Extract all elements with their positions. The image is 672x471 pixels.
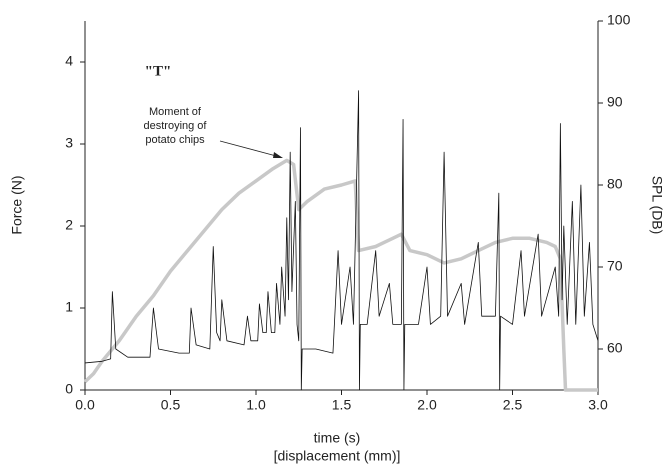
- annotation-line: destroying of: [144, 120, 208, 132]
- y-tick-label: 3: [65, 135, 73, 151]
- x-tick-label: 1.0: [246, 397, 266, 413]
- annotation-arrow: [219, 140, 281, 158]
- y-tick-label: 4: [65, 53, 73, 69]
- force-line: [83, 158, 598, 392]
- x-tick-label: 0.0: [75, 397, 95, 413]
- arrow-head: [273, 152, 283, 158]
- x-tick-label: 0.5: [161, 397, 181, 413]
- y2-tick-label: 90: [607, 94, 623, 110]
- x-tick-label: 3.0: [588, 397, 608, 413]
- x-tick-label: 2.5: [503, 397, 523, 413]
- x-tick-label: 1.5: [332, 397, 352, 413]
- y2-tick-label: 70: [607, 258, 623, 274]
- spl-line: [84, 90, 599, 391]
- x-axis-label: time (s): [314, 430, 361, 446]
- y2-tick-label: 80: [607, 176, 623, 192]
- y2-tick-label: 60: [607, 340, 623, 356]
- chart-label: "T": [145, 63, 172, 79]
- y-tick-label: 0: [65, 381, 73, 397]
- x-axis-label: [displacement (mm)]: [274, 448, 401, 464]
- x-tick-label: 2.0: [417, 397, 437, 413]
- y2-axis-label: SPL (DB): [649, 176, 665, 235]
- y-tick-label: 2: [65, 217, 73, 233]
- y2-tick-label: 100: [607, 12, 631, 28]
- y-tick-label: 1: [65, 299, 73, 315]
- annotation-line: potato chips: [145, 134, 205, 146]
- annotation-line: Moment of: [149, 106, 202, 118]
- y-axis-label: Force (N): [9, 175, 25, 234]
